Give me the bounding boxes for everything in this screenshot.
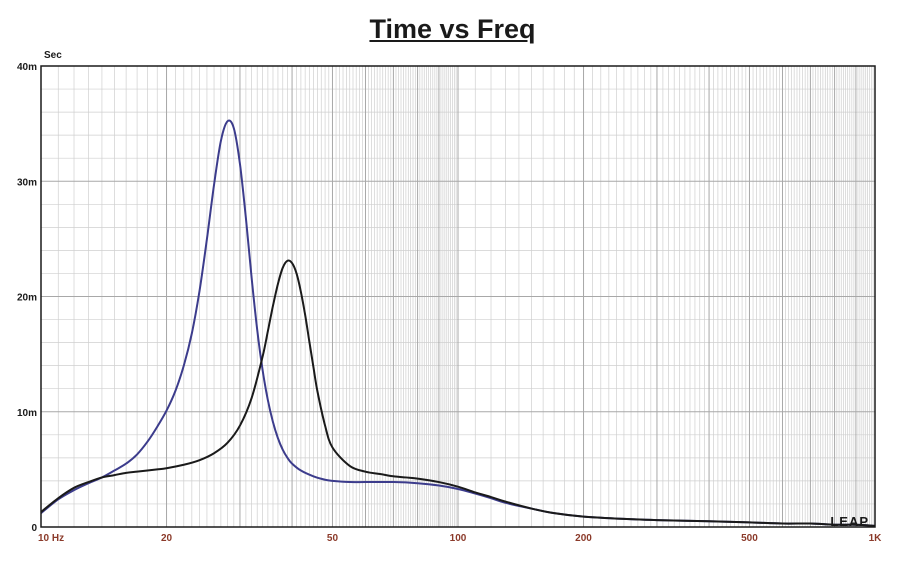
series-line-2 <box>40 259 876 527</box>
x-tick-label: 200 <box>575 533 592 544</box>
y-tick-label: 0 <box>31 523 37 534</box>
x-tick-label: 100 <box>450 533 467 544</box>
x-tick-label: 20 <box>161 533 173 544</box>
watermark-logo: LEAP <box>830 514 869 529</box>
y-axis-label: Sec <box>44 50 62 61</box>
y-tick-labels: 0 10m 20m 30m 40m <box>17 62 37 534</box>
x-tick-label: 50 <box>327 533 339 544</box>
plot-frame <box>40 65 876 528</box>
y-tick-label: 10m <box>17 408 37 419</box>
grid-major <box>40 65 875 528</box>
y-tick-label: 40m <box>17 62 37 73</box>
x-tick-label: 10 Hz <box>38 533 64 544</box>
y-tick-label: 30m <box>17 177 37 188</box>
x-tick-label: 1K <box>869 533 883 544</box>
x-tick-labels: 10 Hz 20 50 100 200 500 1K <box>38 533 882 544</box>
series-lines <box>40 119 876 527</box>
y-tick-label: 20m <box>17 293 37 304</box>
x-tick-label: 500 <box>741 533 758 544</box>
chart-title: Time vs Freq <box>369 14 536 44</box>
